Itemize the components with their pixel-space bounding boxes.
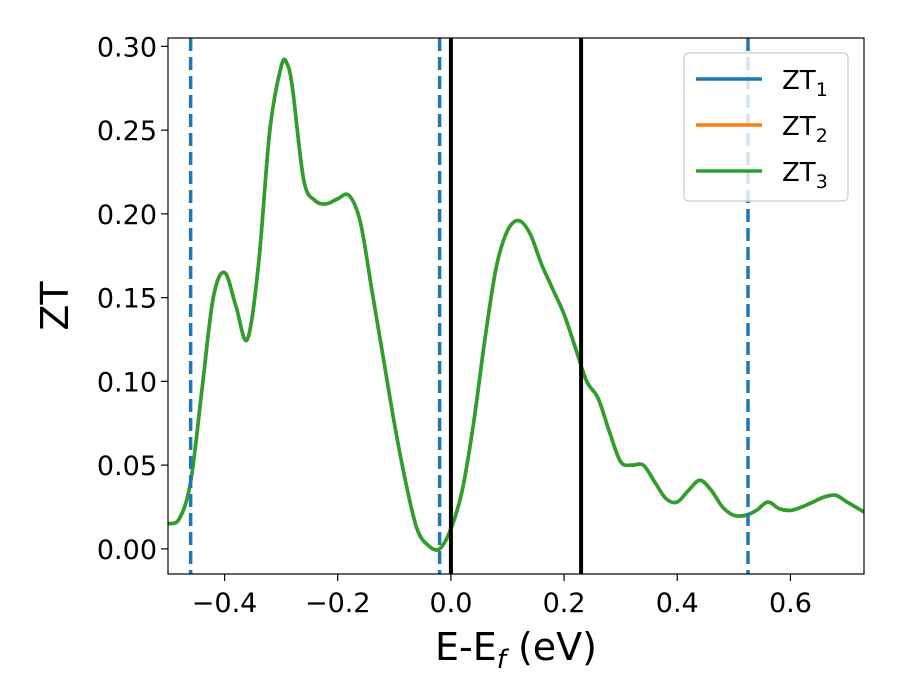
y-tick-label: 0.05 <box>97 451 157 482</box>
x-axis-title-unit: (eV) <box>506 625 597 669</box>
legend-box <box>683 52 849 202</box>
plot-frame <box>167 37 865 575</box>
x-tick-label: −0.2 <box>305 588 371 619</box>
series-line-zt3 <box>168 57 864 552</box>
x-tick-label: 0.6 <box>769 588 812 619</box>
x-axis-title: E-Ef (eV) <box>435 625 597 675</box>
legend-label-zt3: ZT3 <box>782 158 828 193</box>
plot-area <box>168 38 864 574</box>
y-tick-label: 0.15 <box>97 284 157 315</box>
x-tick-label: 0.0 <box>429 588 472 619</box>
y-axis: 0.00 0.05 0.10 0.15 0.20 0.25 0.30 <box>97 32 168 566</box>
legend-label-zt2: ZT2 <box>782 112 828 147</box>
y-tick-label: 0.25 <box>97 116 157 147</box>
x-tick-label: −0.4 <box>192 588 258 619</box>
legend-label-zt1: ZT1 <box>782 66 828 101</box>
plot-clip-group <box>168 38 864 574</box>
y-tick-label: 0.20 <box>97 200 157 231</box>
y-tick-label: 0.00 <box>97 535 157 566</box>
y-tick-label: 0.10 <box>97 367 157 398</box>
y-axis-title: ZT <box>33 281 77 331</box>
x-axis-title-main: E-E <box>435 625 497 669</box>
x-axis: −0.4 −0.2 0.0 0.2 0.4 0.6 <box>192 574 812 619</box>
y-tick-label: 0.30 <box>97 32 157 63</box>
x-tick-label: 0.2 <box>543 588 586 619</box>
x-tick-label: 0.4 <box>656 588 699 619</box>
legend: ZT1 ZT2 ZT3 <box>683 52 849 202</box>
